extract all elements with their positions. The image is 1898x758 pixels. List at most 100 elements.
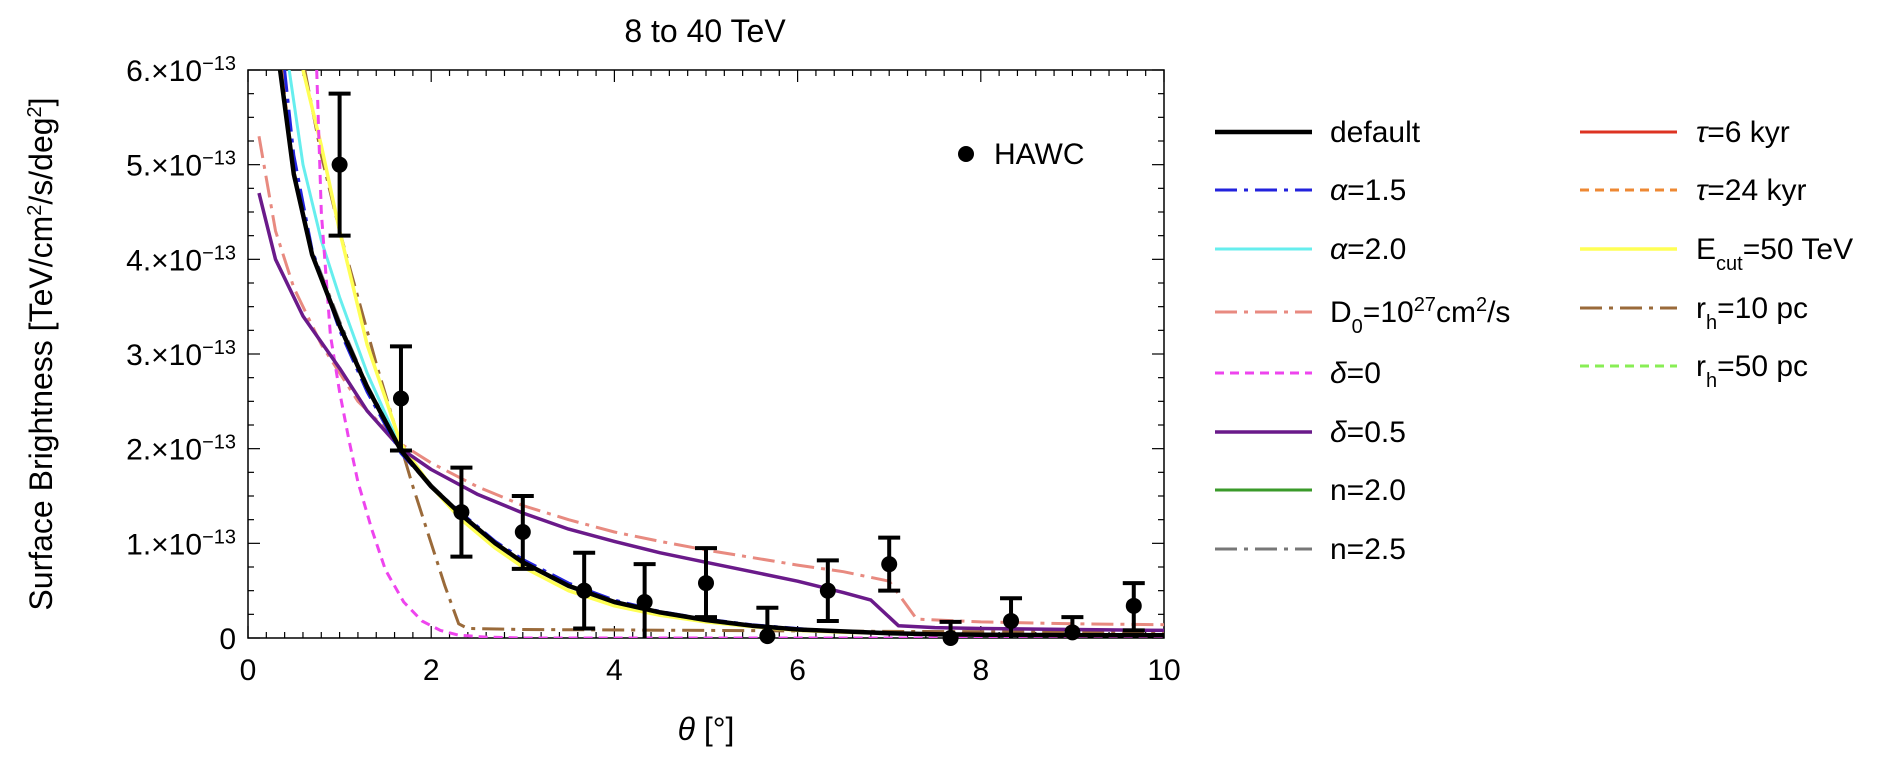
y-tick-exponent: −13 (202, 337, 236, 359)
x-tick-label: 2 (423, 654, 440, 687)
series-line-4 (315, 70, 1164, 638)
legend-delta-0-5-greek: δ (1330, 416, 1347, 449)
y-tick-exponent: −13 (202, 242, 236, 264)
y-axis-title-sup1: 2 (24, 205, 46, 216)
y-tick-labels: 01.×10−132.×10−133.×10−134.×10−135.×10−1… (126, 53, 236, 656)
legend-d0-text3: /s (1487, 296, 1510, 329)
y-tick-label: 5.×10−13 (126, 148, 236, 183)
y-tick-exponent: −13 (202, 148, 236, 170)
chart-title: 8 to 40 TeV (624, 13, 786, 49)
hawc-point (1064, 624, 1081, 641)
y-tick-exponent: −13 (202, 53, 236, 75)
legend-d0-sup2: 2 (1476, 294, 1487, 316)
y-axis-title-part-b: /s/deg (23, 117, 59, 204)
legend-label-rh-10: rh=10 pc (1696, 292, 1808, 334)
y-axis-title: Surface Brightness [TeV/cm2/s/deg2] (23, 97, 59, 610)
legend-label-rh-50: rh=50 pc (1696, 350, 1808, 392)
legend-label-ecut: Ecut=50 TeV (1696, 233, 1853, 275)
x-tick-label: 6 (789, 654, 806, 687)
legend-d0-text: =10 (1363, 296, 1414, 329)
legend-label-tau-6: τ=6 kyr (1696, 116, 1790, 149)
legend-rh-50-text: =50 pc (1717, 350, 1808, 383)
legend-d0-base: D (1330, 296, 1352, 329)
legend-inset: HAWC (958, 138, 1085, 171)
x-axis-title-theta: θ (678, 711, 696, 747)
series-line-3 (257, 136, 1164, 627)
x-axis-title: θ [°] (678, 711, 735, 747)
legend-hawc-marker (958, 146, 974, 162)
legend-alpha-1-5-text: =1.5 (1347, 174, 1406, 207)
x-axis-title-unit: [°] (695, 711, 734, 747)
legend: default α=1.5 α=2.0 D0=1027cm2/s δ=0 δ=0… (1215, 116, 1853, 566)
y-tick-label: 0 (219, 623, 236, 656)
legend-alpha-2-0-greek: α (1330, 233, 1348, 266)
legend-d0-text2: cm (1436, 296, 1476, 329)
hawc-point (392, 390, 409, 407)
y-tick-label: 6.×10−13 (126, 53, 236, 88)
legend-delta-0-greek: δ (1330, 357, 1347, 390)
legend-tau-6-text: =6 kyr (1707, 116, 1790, 149)
hawc-point (942, 630, 959, 646)
y-tick-mantissa: 3.×10 (126, 339, 202, 372)
legend-ecut-text: =50 TeV (1743, 233, 1853, 266)
legend-delta-0-5-text: =0.5 (1347, 416, 1406, 449)
y-tick-exponent: −13 (202, 526, 236, 548)
legend-rh-50-base: r (1696, 350, 1706, 383)
hawc-point (1125, 597, 1142, 614)
x-tick-labels: 0 2 4 6 8 10 (240, 654, 1181, 687)
x-tick-label: 8 (972, 654, 989, 687)
legend-label-delta-0: δ=0 (1330, 357, 1381, 390)
y-tick-mantissa: 0 (219, 623, 236, 656)
legend-rh-10-base: r (1696, 292, 1706, 325)
legend-tau-24-text: =24 kyr (1707, 174, 1806, 207)
legend-alpha-1-5-greek: α (1330, 174, 1348, 207)
y-tick-mantissa: 1.×10 (126, 528, 202, 561)
legend-label-n-2-5: n=2.5 (1330, 533, 1406, 566)
legend-tau-6-greek: τ (1696, 116, 1709, 149)
y-tick-mantissa: 6.×10 (126, 55, 202, 88)
legend-rh-10-text: =10 pc (1717, 292, 1808, 325)
legend-tau-24-greek: τ (1696, 174, 1709, 207)
hawc-point (1003, 612, 1020, 629)
hawc-point (576, 582, 593, 599)
legend-rh-10-sub: h (1706, 312, 1717, 334)
legend-d0-sub: 0 (1352, 316, 1363, 338)
y-axis-title-sup2: 2 (24, 106, 46, 117)
hawc-point (759, 628, 776, 645)
x-tick-label: 10 (1147, 654, 1180, 687)
hawc-point (636, 594, 653, 611)
legend-ecut-sub: cut (1716, 253, 1743, 275)
legend-delta-0-text: =0 (1347, 357, 1381, 390)
y-tick-label: 3.×10−13 (126, 337, 236, 372)
legend-label-tau-24: τ=24 kyr (1696, 174, 1806, 207)
legend-hawc-label: HAWC (994, 138, 1085, 171)
legend-label-delta-0-5: δ=0.5 (1330, 416, 1406, 449)
y-tick-label: 4.×10−13 (126, 242, 236, 277)
x-tick-label: 0 (240, 654, 257, 687)
legend-label-n-2-0: n=2.0 (1330, 474, 1406, 507)
hawc-point (453, 504, 470, 521)
y-axis-title-part-c: ] (23, 97, 59, 106)
legend-rh-50-sub: h (1706, 370, 1717, 392)
y-tick-mantissa: 5.×10 (126, 150, 202, 183)
legend-alpha-2-0-text: =2.0 (1347, 233, 1406, 266)
hawc-point (514, 523, 531, 540)
y-axis-title-part-a: Surface Brightness [TeV/cm (23, 216, 59, 611)
series-line-5 (257, 192, 1164, 633)
legend-label-alpha-2-0: α=2.0 (1330, 233, 1406, 266)
legend-label-d0: D0=1027cm2/s (1330, 294, 1510, 338)
y-tick-label: 1.×10−13 (126, 526, 236, 561)
y-tick-label: 2.×10−13 (126, 432, 236, 467)
y-tick-mantissa: 2.×10 (126, 434, 202, 467)
hawc-point (881, 556, 898, 573)
x-tick-label: 4 (606, 654, 623, 687)
legend-ecut-base: E (1696, 233, 1716, 266)
series-line-0 (277, 70, 1164, 638)
legend-d0-sup: 27 (1414, 294, 1436, 316)
plot-area (247, 69, 1165, 646)
y-tick-exponent: −13 (202, 432, 236, 454)
y-tick-mantissa: 4.×10 (126, 244, 202, 277)
axis-ticks (247, 69, 1165, 639)
hawc-point (819, 582, 836, 599)
